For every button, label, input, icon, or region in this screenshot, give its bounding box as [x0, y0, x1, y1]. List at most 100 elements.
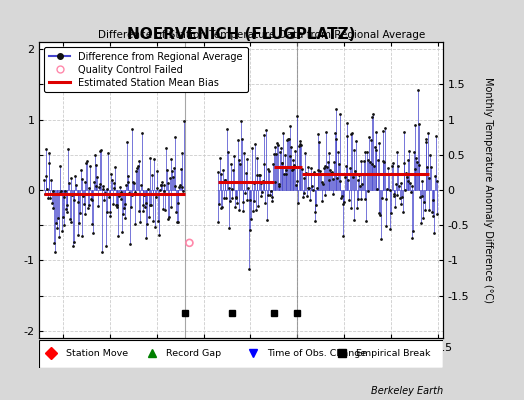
Point	[313, 166, 322, 173]
Point	[413, 159, 421, 165]
Point	[223, 126, 231, 132]
Point	[73, 198, 82, 205]
Point	[307, 171, 315, 178]
Point	[333, 175, 342, 182]
Point	[177, 166, 185, 172]
Point	[77, 167, 85, 174]
Point	[242, 156, 250, 162]
Point	[264, 192, 272, 198]
Point	[160, 182, 169, 188]
Point	[398, 193, 406, 200]
Point	[287, 144, 296, 150]
Point	[227, 160, 235, 167]
Point	[409, 227, 417, 234]
Point	[318, 178, 326, 185]
Point	[70, 238, 78, 245]
Point	[433, 178, 442, 184]
Point	[157, 182, 166, 188]
Point	[220, 195, 228, 201]
Point	[374, 157, 382, 163]
Point	[278, 160, 287, 166]
Point	[175, 184, 183, 190]
Point	[378, 158, 387, 164]
Point	[405, 148, 413, 154]
Point	[345, 164, 354, 171]
Point	[134, 163, 142, 169]
FancyBboxPatch shape	[39, 340, 443, 368]
Point	[267, 187, 275, 194]
Point	[68, 192, 77, 198]
Point	[425, 206, 434, 213]
Point	[118, 229, 126, 236]
Text: Time of Obs. Change: Time of Obs. Change	[267, 349, 366, 358]
Point	[104, 150, 112, 156]
Point	[47, 177, 55, 184]
Point	[94, 184, 103, 190]
Point	[271, 144, 280, 150]
Point	[337, 193, 346, 200]
Point	[375, 210, 384, 216]
Point	[158, 179, 166, 185]
Point	[342, 120, 351, 126]
Point	[228, 186, 237, 192]
Point	[46, 195, 54, 202]
Point	[356, 158, 365, 164]
Point	[111, 163, 119, 170]
Point	[125, 190, 134, 196]
Point	[106, 209, 115, 216]
Point	[128, 126, 137, 132]
Point	[129, 179, 137, 186]
Point	[122, 182, 130, 189]
Point	[243, 197, 252, 204]
Point	[301, 150, 309, 156]
Point	[412, 155, 420, 161]
Point	[251, 140, 259, 147]
Point	[135, 208, 143, 214]
Point	[366, 159, 374, 165]
Point	[108, 201, 117, 207]
Point	[217, 205, 226, 211]
Point	[351, 168, 359, 175]
Point	[290, 162, 298, 168]
Text: Empirical Break: Empirical Break	[356, 349, 431, 358]
Point	[54, 234, 63, 240]
Point	[283, 137, 291, 143]
Point	[329, 176, 337, 182]
Point	[279, 129, 288, 136]
Point	[347, 131, 355, 138]
Point	[57, 188, 66, 195]
Point	[151, 194, 160, 200]
Point	[145, 214, 153, 220]
Point	[153, 168, 161, 174]
Point	[89, 230, 97, 236]
Point	[256, 192, 265, 199]
Point	[373, 186, 381, 193]
Point	[239, 198, 247, 205]
Point	[174, 200, 183, 206]
Point	[233, 200, 242, 206]
Point	[154, 218, 162, 224]
Point	[311, 218, 320, 224]
Point	[147, 202, 155, 208]
Point	[391, 181, 400, 188]
Point	[142, 200, 150, 206]
Point	[367, 161, 376, 167]
Point	[390, 190, 398, 197]
Point	[269, 161, 277, 167]
Point	[424, 174, 433, 181]
Point	[148, 218, 157, 225]
Point	[90, 179, 98, 185]
Point	[248, 144, 256, 151]
Point	[75, 220, 83, 226]
Point	[99, 183, 107, 190]
Text: Berkeley Earth: Berkeley Earth	[370, 386, 443, 396]
Point	[221, 177, 229, 183]
Point	[94, 203, 102, 210]
Point	[62, 206, 70, 212]
Point	[221, 177, 230, 183]
Point	[396, 195, 404, 202]
Point	[241, 190, 249, 196]
Point	[380, 158, 388, 165]
Point	[388, 160, 397, 166]
Point	[297, 142, 305, 148]
